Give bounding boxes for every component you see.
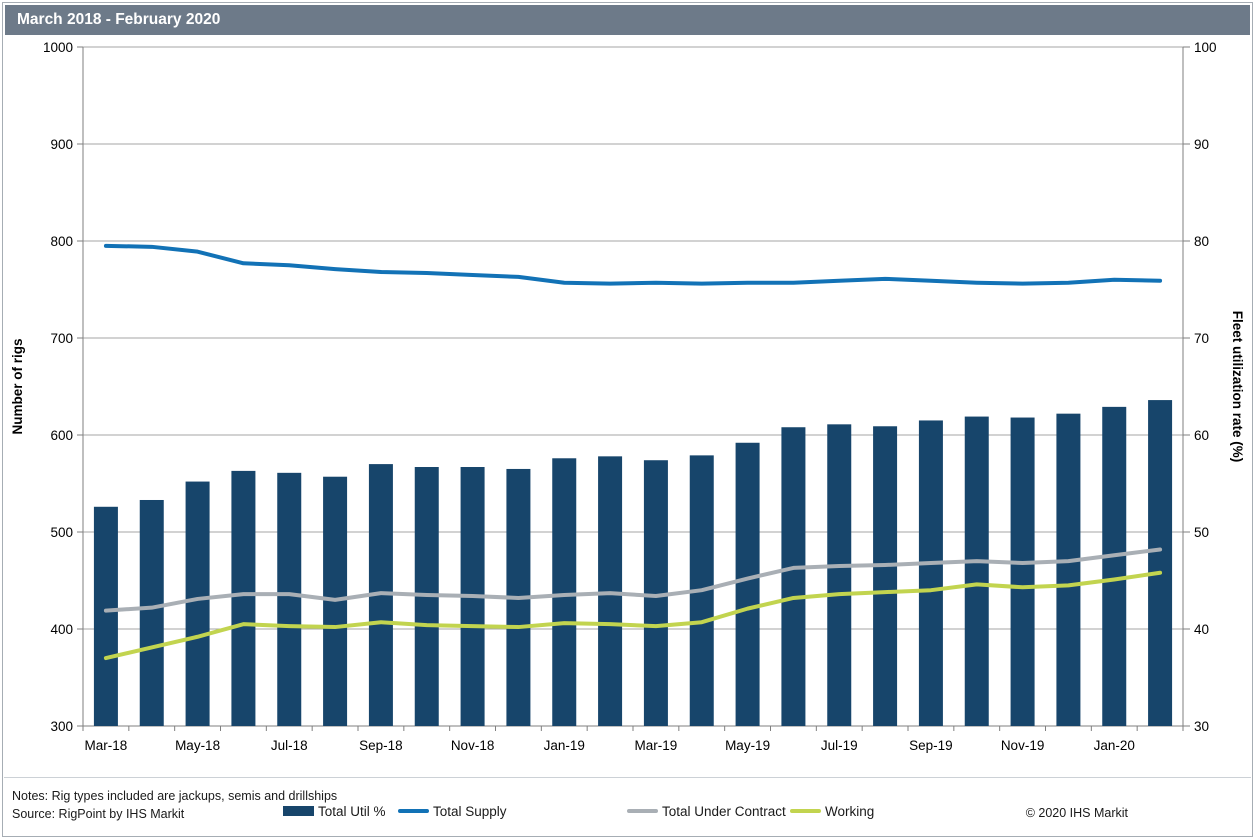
right-axis-tick-label: 100 xyxy=(1194,40,1217,55)
right-axis-tick-label: 40 xyxy=(1194,622,1209,637)
chart-canvas: 300 400 500 600 700 800 900 1000 30 40 50 60 70 80 90 1… xyxy=(10,40,1245,753)
bar-total-util xyxy=(735,442,760,726)
bar-total-util xyxy=(918,420,943,726)
bar-total-util xyxy=(139,499,164,726)
page-title: March 2018 - February 2020 xyxy=(5,5,1250,35)
chart-notes: Notes: Rig types included are jackups, s… xyxy=(12,789,338,803)
bar-total-util xyxy=(93,506,118,726)
right-axis-title: Fleet utilization rate (%) xyxy=(1230,311,1245,463)
bar-total-util xyxy=(827,424,852,726)
right-axis-tick-label: 80 xyxy=(1194,234,1209,249)
bar-total-util xyxy=(781,427,806,726)
bar-total-util xyxy=(873,426,898,726)
left-axis-tick-label: 500 xyxy=(50,525,73,540)
legend-label-working: Working xyxy=(825,803,875,819)
x-axis-tick-label: Jul-19 xyxy=(821,738,858,753)
line-total-under-contract xyxy=(103,547,1163,613)
bar-total-util xyxy=(552,458,577,726)
right-axis-tick-label: 60 xyxy=(1194,428,1209,443)
copyright-text: © 2020 IHS Markit xyxy=(1025,806,1128,820)
legend-item-total-under-contract: Total Under Contract xyxy=(627,803,786,819)
x-axis-tick-label: Mar-18 xyxy=(85,738,128,753)
left-axis-tick-label: 700 xyxy=(50,331,73,346)
x-axis-tick-label: Jan-20 xyxy=(1094,738,1135,753)
legend-item-total-supply: Total Supply xyxy=(398,803,507,819)
bar-total-util xyxy=(1056,413,1081,726)
bar-total-util xyxy=(277,472,302,726)
left-axis-tick-label: 800 xyxy=(50,234,73,249)
legend-item-total-util: Total Util % xyxy=(283,803,386,819)
left-axis-tick-label: 300 xyxy=(50,719,73,734)
legend-swatch-total-under-contract-icon xyxy=(627,809,658,813)
legend-swatch-total-util-icon xyxy=(283,806,314,816)
bar-total-util xyxy=(1102,406,1127,726)
bar-total-util xyxy=(185,481,210,726)
right-axis-tick-label: 30 xyxy=(1194,719,1209,734)
x-axis-tick-label: Nov-19 xyxy=(1001,738,1045,753)
legend-label-total-supply: Total Supply xyxy=(433,803,507,819)
bar-total-util xyxy=(1010,417,1035,726)
x-axis-tick-label: Jan-19 xyxy=(544,738,585,753)
x-axis-tick-label: Nov-18 xyxy=(451,738,495,753)
line-total-supply xyxy=(103,243,1163,286)
x-axis-tick-label: May-19 xyxy=(725,738,770,753)
legend-label-total-util: Total Util % xyxy=(318,803,386,819)
legend-label-total-under-contract: Total Under Contract xyxy=(662,803,786,819)
line-working xyxy=(103,570,1163,661)
x-axis-tick-label: Mar-19 xyxy=(635,738,678,753)
bar-total-util xyxy=(964,416,989,726)
legend-item-working: Working xyxy=(790,803,874,819)
footer-divider xyxy=(4,777,1251,778)
chart-source: Source: RigPoint by IHS Markit xyxy=(12,807,185,821)
legend-swatch-working-icon xyxy=(790,809,821,813)
left-axis-title: Number of rigs xyxy=(10,338,25,434)
left-axis-tick-label: 400 xyxy=(50,622,73,637)
bar-total-util xyxy=(231,470,256,726)
right-axis-tick-label: 50 xyxy=(1194,525,1209,540)
x-axis-tick-label: May-18 xyxy=(175,738,220,753)
right-axis-tick-label: 70 xyxy=(1194,331,1209,346)
left-axis-tick-label: 900 xyxy=(50,137,73,152)
x-axis-tick-label: Sep-19 xyxy=(909,738,953,753)
left-axis-tick-label: 600 xyxy=(50,428,73,443)
x-axis-tick-label: Sep-18 xyxy=(359,738,403,753)
bar-total-util xyxy=(1148,400,1173,726)
legend-swatch-total-supply-icon xyxy=(398,809,429,813)
left-axis-tick-label: 1000 xyxy=(43,40,73,55)
x-axis-tick-label: Jul-18 xyxy=(271,738,308,753)
right-axis-tick-label: 90 xyxy=(1194,137,1209,152)
